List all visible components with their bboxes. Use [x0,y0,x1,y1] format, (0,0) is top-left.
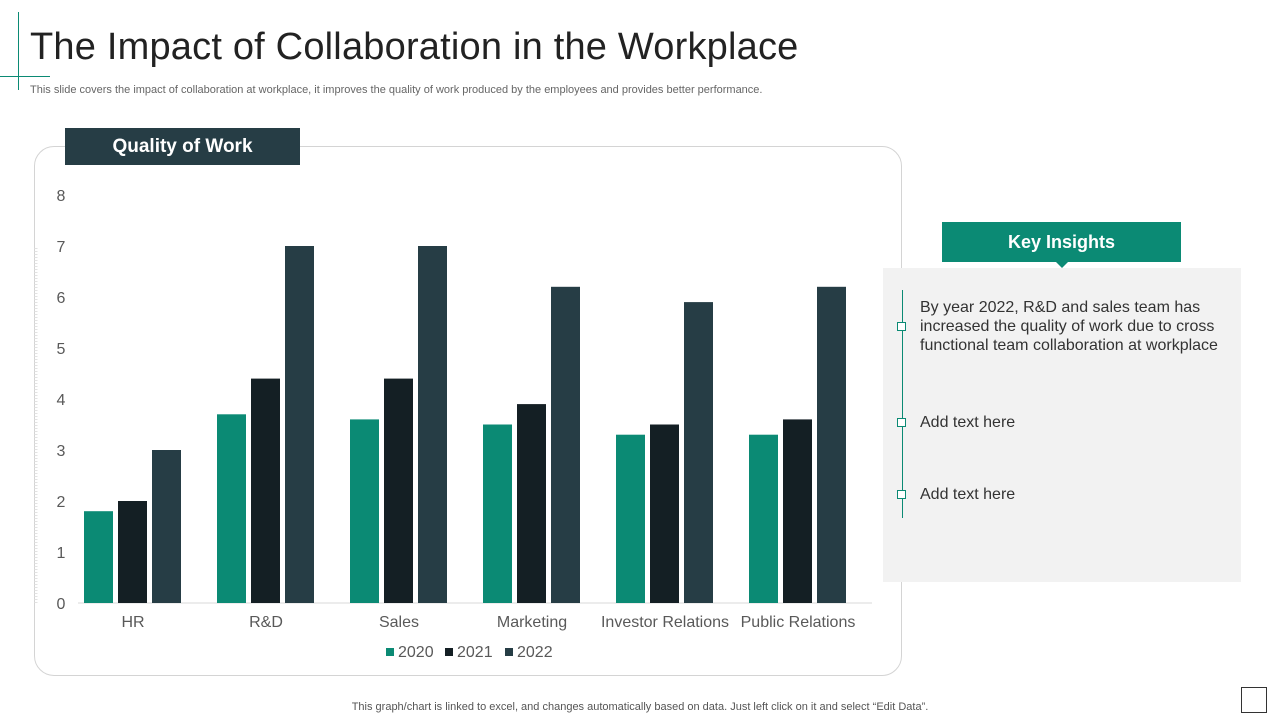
legend-label-2022[interactable]: 2022 [517,644,553,661]
x-category-label: Public Relations [741,614,856,631]
insight-bullet-1 [897,322,906,331]
y-tick-label: 6 [57,290,66,307]
legend-label-2021[interactable]: 2021 [457,644,493,661]
insight-bullet-3 [897,490,906,499]
bar-2020-3[interactable] [350,419,379,603]
y-tick-label: 2 [57,494,66,511]
y-tick-label: 0 [57,596,66,613]
legend-swatch-2022 [505,648,513,656]
page-subtitle: This slide covers the impact of collabor… [30,84,763,96]
bar-2021-5[interactable] [650,424,679,604]
bar-2020-2[interactable] [217,414,246,603]
bar-2022-3[interactable] [418,246,447,603]
legend-swatch-2021 [445,648,453,656]
chart-header: Quality of Work [65,128,300,165]
bar-2022-5[interactable] [684,302,713,603]
x-category-label: Marketing [497,614,567,631]
bar-2021-3[interactable] [384,378,413,603]
corner-box [1241,687,1267,713]
y-tick-label: 8 [57,188,66,205]
insights-header: Key Insights [942,222,1181,262]
bar-2020-4[interactable] [483,424,512,604]
insight-text-1[interactable]: By year 2022, R&D and sales team has inc… [920,299,1218,354]
bar-2020-6[interactable] [749,434,778,603]
x-category-label: Investor Relations [601,614,729,631]
bar-2021-1[interactable] [118,501,147,603]
insights-header-notch [1055,261,1069,268]
bar-2020-1[interactable] [84,511,113,603]
bar-2022-4[interactable] [551,286,580,603]
y-tick-label: 1 [57,545,66,562]
title-accent-vertical [18,12,19,90]
y-tick-label: 7 [57,239,66,256]
x-category-label: R&D [249,614,283,631]
bar-2022-1[interactable] [152,450,181,603]
bar-2020-5[interactable] [616,434,645,603]
y-tick-label: 4 [57,392,66,409]
title-accent-horizontal [0,76,50,77]
legend-label-2020[interactable]: 2020 [398,644,434,661]
insight-bullet-2 [897,418,906,427]
x-category-label: Sales [379,614,419,631]
footer-note: This graph/chart is linked to excel, and… [351,701,929,713]
insight-text-2[interactable]: Add text here [920,414,1016,431]
y-tick-label: 3 [57,443,66,460]
bar-2021-2[interactable] [251,378,280,603]
page-title: The Impact of Collaboration in the Workp… [30,26,799,68]
legend-swatch-2020 [386,648,394,656]
insights-panel [883,268,1241,582]
bar-2022-6[interactable] [817,286,846,603]
insights-timeline [902,290,903,518]
bar-2021-4[interactable] [517,404,546,603]
y-tick-label: 5 [57,341,66,358]
x-category-label: HR [121,614,144,631]
insight-text-3[interactable]: Add text here [920,486,1016,503]
bar-2022-2[interactable] [285,246,314,603]
bar-2021-6[interactable] [783,419,812,603]
